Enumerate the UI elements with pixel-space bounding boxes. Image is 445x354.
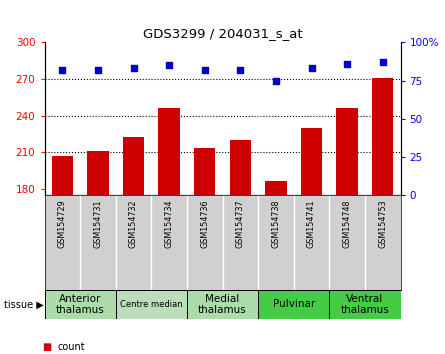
Text: GSM154748: GSM154748 bbox=[343, 199, 352, 248]
Bar bbox=[265, 181, 287, 195]
Point bbox=[272, 78, 279, 84]
Point bbox=[344, 61, 351, 67]
Text: GSM154732: GSM154732 bbox=[129, 199, 138, 248]
Text: GSM154734: GSM154734 bbox=[165, 199, 174, 248]
Text: Medial
thalamus: Medial thalamus bbox=[198, 293, 247, 315]
Text: GSM154753: GSM154753 bbox=[378, 199, 387, 248]
Bar bbox=[87, 151, 109, 195]
Text: tissue ▶: tissue ▶ bbox=[4, 299, 44, 309]
Bar bbox=[44, 290, 116, 319]
Point bbox=[94, 67, 101, 73]
Bar bbox=[336, 108, 358, 195]
Point bbox=[201, 67, 208, 73]
Text: GSM154736: GSM154736 bbox=[200, 199, 209, 248]
Bar bbox=[329, 290, 400, 319]
Bar bbox=[158, 108, 180, 195]
Point bbox=[237, 67, 244, 73]
Bar bbox=[123, 137, 144, 195]
Bar bbox=[258, 290, 329, 319]
Text: GSM154741: GSM154741 bbox=[307, 199, 316, 248]
Bar bbox=[230, 140, 251, 195]
Bar bbox=[52, 156, 73, 195]
Bar bbox=[187, 290, 258, 319]
Text: ■: ■ bbox=[42, 342, 52, 352]
Title: GDS3299 / 204031_s_at: GDS3299 / 204031_s_at bbox=[143, 27, 302, 40]
Point bbox=[308, 65, 315, 71]
Text: Centre median: Centre median bbox=[120, 300, 182, 309]
Bar bbox=[116, 290, 187, 319]
Bar bbox=[194, 148, 215, 195]
Bar bbox=[372, 78, 393, 195]
Text: Anterior
thalamus: Anterior thalamus bbox=[56, 293, 105, 315]
Text: GSM154738: GSM154738 bbox=[271, 199, 280, 248]
Point bbox=[166, 62, 173, 68]
Text: Ventral
thalamus: Ventral thalamus bbox=[340, 293, 389, 315]
Point bbox=[130, 65, 137, 71]
Point bbox=[59, 67, 66, 73]
Point bbox=[379, 59, 386, 65]
Bar bbox=[301, 128, 322, 195]
Text: GSM154731: GSM154731 bbox=[93, 199, 102, 248]
Text: GSM154729: GSM154729 bbox=[58, 199, 67, 248]
Text: Pulvinar: Pulvinar bbox=[273, 299, 315, 309]
Text: GSM154737: GSM154737 bbox=[236, 199, 245, 248]
Text: count: count bbox=[58, 342, 85, 352]
